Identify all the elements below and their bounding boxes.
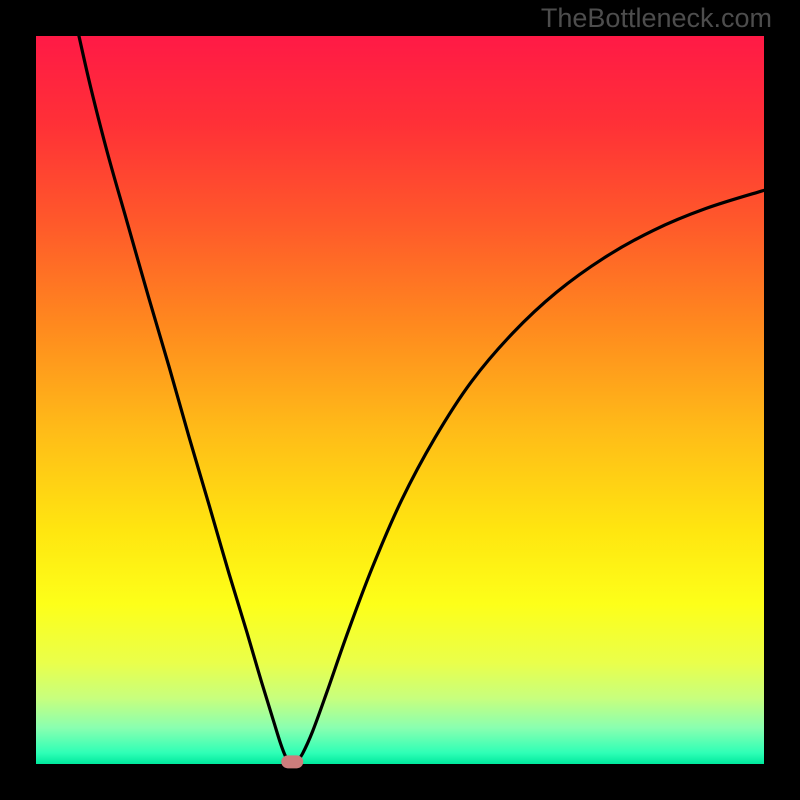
optimal-marker: [281, 755, 303, 768]
chart-gradient-background: [36, 36, 764, 764]
bottleneck-chart: [0, 0, 800, 800]
watermark-label: TheBottleneck.com: [541, 3, 772, 34]
